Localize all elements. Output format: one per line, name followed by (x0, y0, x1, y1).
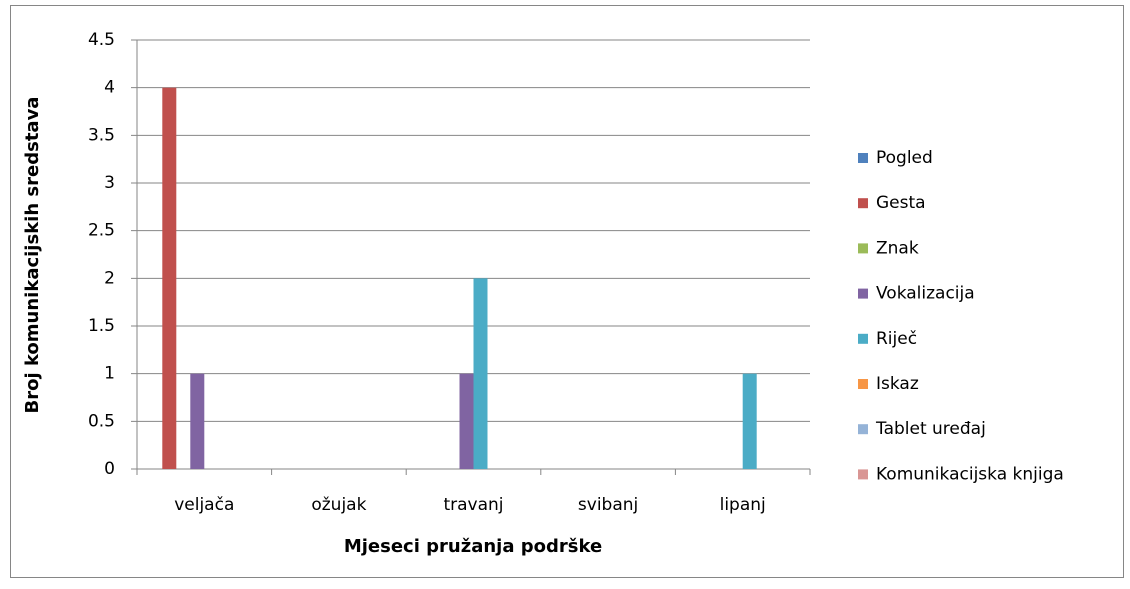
chart-border (10, 5, 1124, 578)
y-tick-label: 4.5 (88, 30, 115, 50)
y-tick-label: 4 (104, 78, 115, 98)
legend-swatch (858, 469, 868, 480)
bar (459, 373, 474, 469)
y-tick-label: 0.5 (88, 411, 115, 431)
x-tick-label: travanj (443, 495, 503, 515)
legend-label: Iskaz (876, 374, 919, 394)
x-tick-label: veljača (174, 495, 234, 515)
legend-swatch (858, 153, 868, 163)
bar (190, 373, 205, 469)
legend-label: Vokalizacija (876, 284, 975, 304)
y-tick-label: 2.5 (88, 221, 115, 241)
x-tick-label: lipanj (720, 495, 766, 515)
legend-swatch (858, 198, 868, 209)
legend-swatch (858, 288, 868, 299)
bar (162, 87, 177, 470)
y-axis-title: Broj komunikacijskih sredstava (22, 97, 43, 414)
y-tick-label: 3 (104, 173, 115, 193)
legend-label: Pogled (876, 148, 933, 168)
legend-label: Tablet uređaj (875, 419, 986, 439)
y-tick-label: 0 (104, 459, 115, 479)
y-tick-label: 1.5 (88, 316, 115, 336)
legend-swatch (858, 333, 868, 344)
x-axis-title: Mjeseci pružanja podrške (344, 536, 602, 557)
legend-label: Gesta (876, 193, 926, 213)
legend-swatch (858, 379, 868, 389)
y-tick-label: 2 (104, 268, 115, 288)
legend-label: Komunikacijska knjiga (876, 464, 1064, 484)
bar (742, 373, 757, 469)
x-tick-label: ožujak (311, 495, 366, 515)
legend-swatch (858, 424, 868, 435)
legend-label: Znak (876, 238, 919, 258)
bar (473, 278, 488, 469)
y-tick-label: 1 (104, 364, 115, 384)
y-tick-label: 3.5 (88, 125, 115, 145)
legend-swatch (858, 243, 868, 254)
x-tick-label: svibanj (578, 495, 638, 515)
legend-label: Riječ (876, 329, 917, 349)
